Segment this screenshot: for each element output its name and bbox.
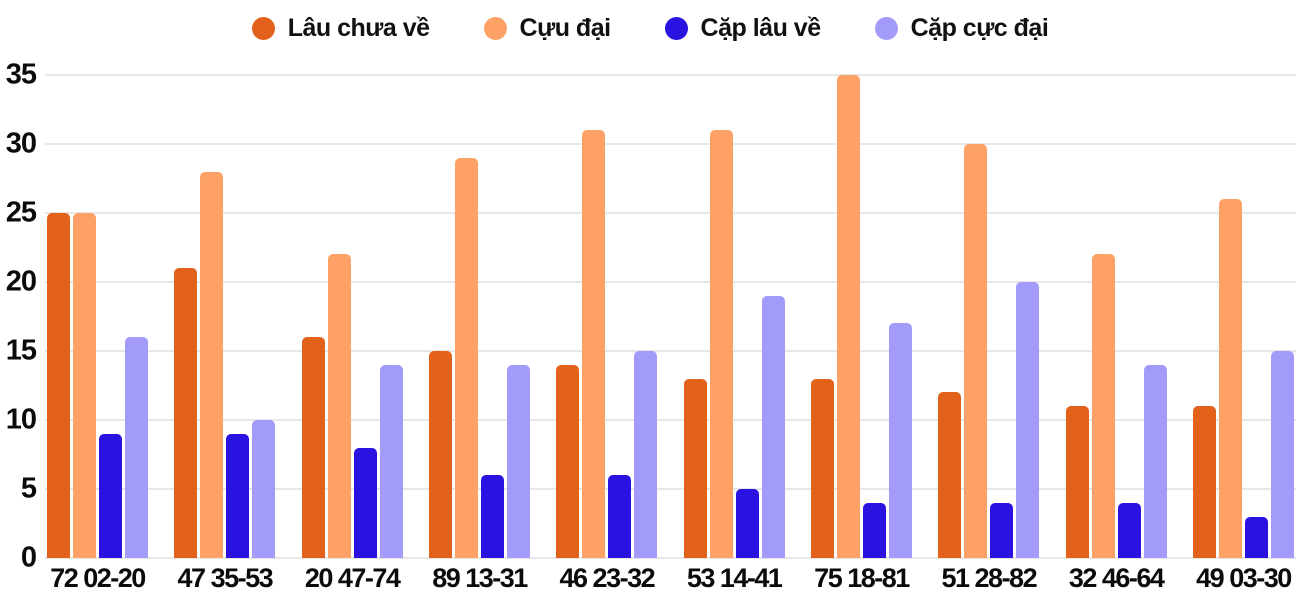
legend-item-1[interactable]: Cựu đại [483,13,612,43]
gridline-20 [45,281,1296,284]
bar-cặp-cực-đại-8 [1143,364,1167,558]
bar-cựu-đại-4 [582,130,606,558]
bar-cặp-cực-đại-2 [379,364,403,558]
bar-cựu-đại-3 [454,157,478,558]
bar-group-3: 89 13-31 [428,75,530,592]
x-tick-label-7: 51 28-82 [941,563,1038,593]
gridline-30 [45,143,1296,145]
bar-cựu-đại-0 [73,213,96,558]
x-tick-label-9: 49 03-30 [1196,563,1292,593]
bar-cặp-lâu-về-8 [1117,502,1141,558]
bar-cựu-đại-5 [709,130,733,558]
bar-cặp-lâu-về-1 [226,433,250,558]
gridline-35 [45,74,1296,76]
bar-cặp-lâu-về-9 [1244,516,1268,558]
y-tick-label-30: 30 [5,127,37,160]
bar-cặp-lâu-về-2 [353,447,377,558]
bar-cặp-cực-đại-0 [125,337,148,558]
bar-lâu-chưa-về-4 [556,364,580,558]
bar-lâu-chưa-về-5 [683,378,707,558]
bar-cựu-đại-6 [836,75,860,558]
bar-lâu-chưa-về-0 [47,213,70,558]
bar-cặp-cực-đại-3 [506,364,530,558]
legend-item-0[interactable]: Lâu chưa về [251,13,430,43]
bar-cựu-đại-9 [1218,199,1242,558]
legend-swatch-icon [251,16,275,40]
legend-label: Cựu đại [519,13,612,42]
bar-group-8: 32 46-64 [1065,75,1167,592]
x-tick-label-3: 89 13-31 [432,563,528,593]
x-tick-label-2: 20 47-74 [304,563,401,593]
x-tick-label-0: 72 02-20 [50,563,146,593]
x-tick-label-1: 47 35-53 [177,563,274,593]
bar-cặp-cực-đại-5 [761,295,785,558]
legend-swatch-icon [874,16,898,40]
bar-groups: 72 02-20 47 35-53 20 47-74 89 13-31 46 23-32… [45,75,1296,592]
gridline-25 [45,212,1296,214]
bar-lâu-chưa-về-9 [1192,406,1216,558]
x-tick-label-5: 53 14-41 [686,563,783,593]
legend-swatch-icon [483,16,507,40]
bar-cặp-lâu-về-7 [990,502,1014,558]
bar-cặp-lâu-về-5 [735,489,759,558]
bar-cựu-đại-8 [1091,254,1115,558]
bar-group-7: 51 28-82 [938,75,1040,592]
bar-cặp-cực-đại-9 [1270,351,1294,558]
legend-item-2[interactable]: Cặp lâu về [664,13,822,43]
bar-cựu-đại-2 [327,254,351,558]
legend-item-3[interactable]: Cặp cực đại [874,13,1049,43]
bar-lâu-chưa-về-2 [301,337,325,558]
x-tick-label-4: 46 23-32 [559,563,656,593]
bar-cặp-lâu-về-0 [99,433,122,558]
bar-lâu-chưa-về-3 [428,351,452,558]
y-tick-label-15: 15 [5,334,37,367]
bar-group-4: 46 23-32 [556,75,658,592]
bar-group-0: 72 02-20 [47,75,148,592]
bar-cặp-cực-đại-4 [634,351,658,558]
bar-lâu-chưa-về-6 [810,378,834,558]
plot-area: 72 02-20 47 35-53 20 47-74 89 13-31 46 23-32… [45,74,1296,592]
legend-label: Cặp lâu về [700,13,822,42]
bar-cặp-cực-đại-7 [1016,282,1040,558]
legend-swatch-icon [664,16,688,40]
y-tick-label-20: 20 [5,265,37,298]
y-tick-label-10: 10 [5,403,37,436]
y-tick-label-5: 5 [20,472,37,505]
bar-cặp-cực-đại-6 [888,323,912,558]
bar-lâu-chưa-về-7 [938,392,962,558]
bar-cựu-đại-1 [200,171,224,558]
y-tick-label-35: 35 [5,58,37,91]
bar-cặp-cực-đại-1 [252,420,276,558]
bar-group-6: 75 18-81 [810,75,912,592]
y-tick-label-25: 25 [5,196,37,229]
bar-group-5: 53 14-41 [683,75,785,592]
gridline-15 [45,350,1296,352]
chart-legend: Lâu chưa về Cựu đại Cặp lâu về Cặp cực đại [0,8,1300,48]
bar-cựu-đại-7 [964,144,988,558]
x-tick-label-8: 32 46-64 [1068,563,1165,593]
bar-group-2: 20 47-74 [301,75,403,592]
bar-cặp-lâu-về-4 [608,475,632,558]
gridline-0 [45,557,1296,559]
bar-lâu-chưa-về-1 [174,268,198,558]
gridline-5 [45,488,1296,491]
bar-cặp-lâu-về-6 [862,502,886,558]
legend-label: Cặp cực đại [910,13,1049,42]
y-axis: 0 5 10 15 20 25 30 35 [0,60,37,572]
bar-group-1: 47 35-53 [174,75,276,592]
bar-group-9: 49 03-30 [1192,75,1294,592]
x-tick-label-6: 75 18-81 [814,563,910,593]
legend-label: Lâu chưa về [287,13,430,42]
y-tick-label-0: 0 [20,541,37,574]
bar-lâu-chưa-về-8 [1065,406,1089,558]
bar-cặp-lâu-về-3 [480,475,504,558]
gridline-10 [45,419,1296,422]
